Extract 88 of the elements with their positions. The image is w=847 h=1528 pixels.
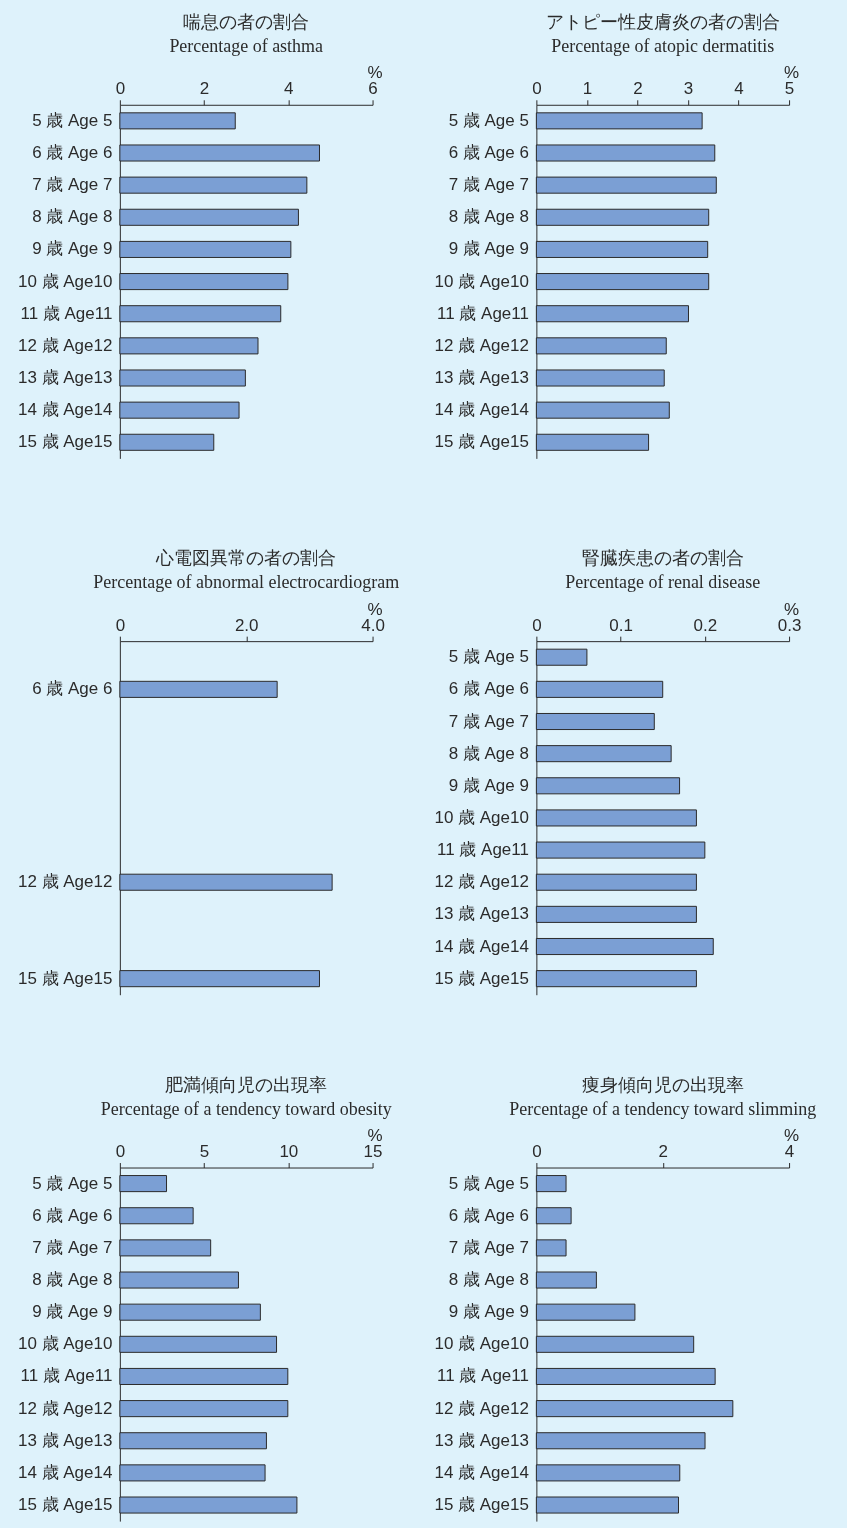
y-tick-label: 8 歳 Age 8 <box>448 743 529 763</box>
x-tick-label: 0.2 <box>693 615 718 635</box>
x-tick-label: 0 <box>115 615 126 635</box>
y-tick-label: 15 歳 Age15 <box>434 432 529 452</box>
y-tick-label: 9 歳 Age 9 <box>448 239 529 259</box>
y-tick-label: 12 歳 Age12 <box>17 335 113 355</box>
y-tick-label: 9 歳 Age 9 <box>32 1302 113 1322</box>
y-tick-label: 13 歳 Age13 <box>434 1430 529 1450</box>
y-tick-label: 12 歳 Age12 <box>434 872 529 892</box>
x-tick-label: 0 <box>532 79 542 99</box>
y-tick-label: 11 歳 Age11 <box>437 303 529 323</box>
y-tick-label: 9 歳 Age 9 <box>448 1302 529 1322</box>
x-tick-label: 10 <box>279 1142 299 1162</box>
y-tick-label: 14 歳 Age14 <box>17 1462 113 1482</box>
x-tick-label: 1 <box>582 79 593 99</box>
y-tick-label: 11 歳 Age11 <box>437 1366 529 1386</box>
x-tick-label: 0 <box>532 615 542 635</box>
y-tick-label: 8 歳 Age 8 <box>448 207 529 227</box>
x-tick-label: 4 <box>734 79 744 99</box>
y-tick-label: 5 歳 Age 5 <box>448 110 529 130</box>
y-tick-label: 13 歳 Age13 <box>434 368 529 387</box>
y-tick-label: 6 歳 Age 6 <box>448 1205 529 1225</box>
x-tick-label: 4 <box>284 79 294 99</box>
chart-title: 肥満傾向児の出現率 <box>165 1073 328 1095</box>
y-tick-label: 15 歳 Age15 <box>434 1495 529 1515</box>
y-tick-label: 10 歳 Age10 <box>17 271 113 291</box>
chart-title: 痩身傾向児の出現率 <box>581 1073 744 1095</box>
y-tick-label: 15 歳 Age15 <box>434 968 529 988</box>
y-tick-label: 10 歳 Age10 <box>434 807 529 827</box>
y-tick-label: 13 歳 Age13 <box>17 1430 113 1450</box>
x-tick-label: 2 <box>658 1142 668 1162</box>
y-tick-label: 14 歳 Age14 <box>434 1462 529 1482</box>
chart-subtitle: Percentage of a tendency toward slimming <box>509 1098 817 1119</box>
y-tick-label: 6 歳 Age 6 <box>448 679 529 699</box>
y-tick-label: 6 歳 Age 6 <box>32 1205 113 1225</box>
y-tick-label: 14 歳 Age14 <box>17 400 113 420</box>
chart-subtitle: Percentage of abnormal electrocardiogram <box>93 572 400 593</box>
x-tick-label: 3 <box>683 79 694 99</box>
x-tick-label: 5 <box>199 1142 210 1162</box>
y-tick-label: 12 歳 Age12 <box>434 1398 529 1418</box>
x-tick-label: 2 <box>633 79 643 99</box>
y-tick-label: 10 歳 Age10 <box>434 271 529 291</box>
y-tick-label: 14 歳 Age14 <box>434 400 529 420</box>
y-tick-label: 5 歳 Age 5 <box>32 110 113 130</box>
chart-title: 心電図異常の者の割合 <box>155 547 337 569</box>
chart-subtitle: Percentage of asthma <box>169 35 324 56</box>
y-tick-label: 11 歳 Age11 <box>437 840 529 860</box>
chart-title: 腎臓疾患の者の割合 <box>581 547 744 569</box>
y-tick-label: 7 歳 Age 7 <box>32 1237 113 1257</box>
y-tick-label: 10 歳 Age10 <box>17 1334 113 1354</box>
y-tick-label: 11 歳 Age11 <box>20 1366 113 1386</box>
y-tick-label: 5 歳 Age 5 <box>448 647 529 667</box>
y-tick-label: 12 歳 Age12 <box>434 335 529 355</box>
chart-subtitle: Percentage of atopic dermatitis <box>551 35 775 56</box>
y-tick-label: 13 歳 Age13 <box>434 904 529 924</box>
y-tick-label: 12 歳 Age12 <box>17 1398 113 1418</box>
y-tick-label: 5 歳 Age 5 <box>32 1173 113 1193</box>
chart-title: 喘息の者の割合 <box>183 10 310 32</box>
y-tick-label: 15 歳 Age15 <box>17 968 113 988</box>
y-tick-label: 10 歳 Age10 <box>434 1334 529 1354</box>
y-tick-label: 7 歳 Age 7 <box>32 175 113 195</box>
x-tick-label: 0 <box>532 1142 542 1162</box>
chart-subtitle: Percentage of renal disease <box>565 572 761 593</box>
chart-title: アトピー性皮膚炎の者の割合 <box>545 10 780 32</box>
y-tick-label: 8 歳 Age 8 <box>32 1270 113 1290</box>
y-tick-label: 12 歳 Age12 <box>17 872 113 892</box>
x-tick-label: 0 <box>115 79 126 99</box>
y-tick-label: 9 歳 Age 9 <box>448 775 529 795</box>
y-tick-label: 6 歳 Age 6 <box>448 142 529 162</box>
y-tick-label: 7 歳 Age 7 <box>448 175 529 195</box>
y-tick-label: 15 歳 Age15 <box>17 1495 113 1515</box>
y-tick-label: 15 歳 Age15 <box>17 432 113 452</box>
y-tick-label: 13 歳 Age13 <box>17 368 113 387</box>
x-tick-label: 2.0 <box>234 615 259 635</box>
y-tick-label: 8 歳 Age 8 <box>448 1270 529 1290</box>
x-tick-label: 0 <box>115 1142 126 1162</box>
chart-subtitle: Percentage of a tendency toward obesity <box>100 1098 392 1119</box>
y-tick-label: 7 歳 Age 7 <box>448 711 529 731</box>
y-tick-label: 11 歳 Age11 <box>20 303 113 323</box>
y-tick-label: 6 歳 Age 6 <box>32 142 113 162</box>
x-tick-label: 2 <box>199 79 210 99</box>
y-tick-label: 14 歳 Age14 <box>434 936 529 956</box>
x-tick-label: 0.1 <box>609 615 633 635</box>
y-tick-label: 7 歳 Age 7 <box>448 1237 529 1257</box>
y-tick-label: 5 歳 Age 5 <box>448 1173 529 1193</box>
y-tick-label: 8 歳 Age 8 <box>32 207 113 227</box>
y-tick-label: 9 歳 Age 9 <box>32 239 113 259</box>
y-tick-label: 6 歳 Age 6 <box>32 679 113 699</box>
